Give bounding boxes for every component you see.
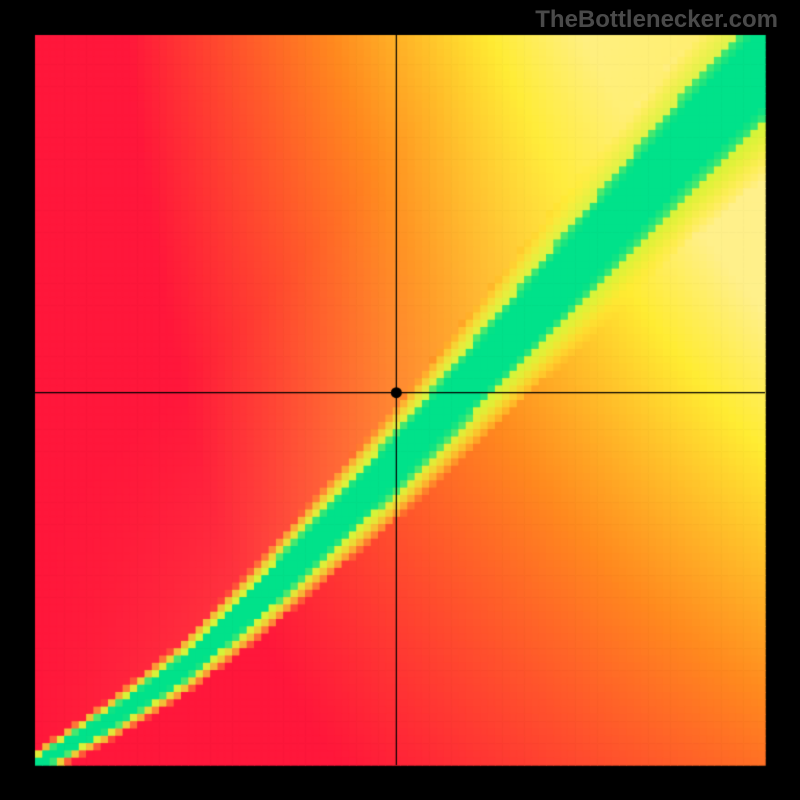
chart-container: TheBottlenecker.com [0,0,800,800]
watermark-text: TheBottlenecker.com [535,6,778,34]
bottleneck-heatmap [0,0,800,800]
